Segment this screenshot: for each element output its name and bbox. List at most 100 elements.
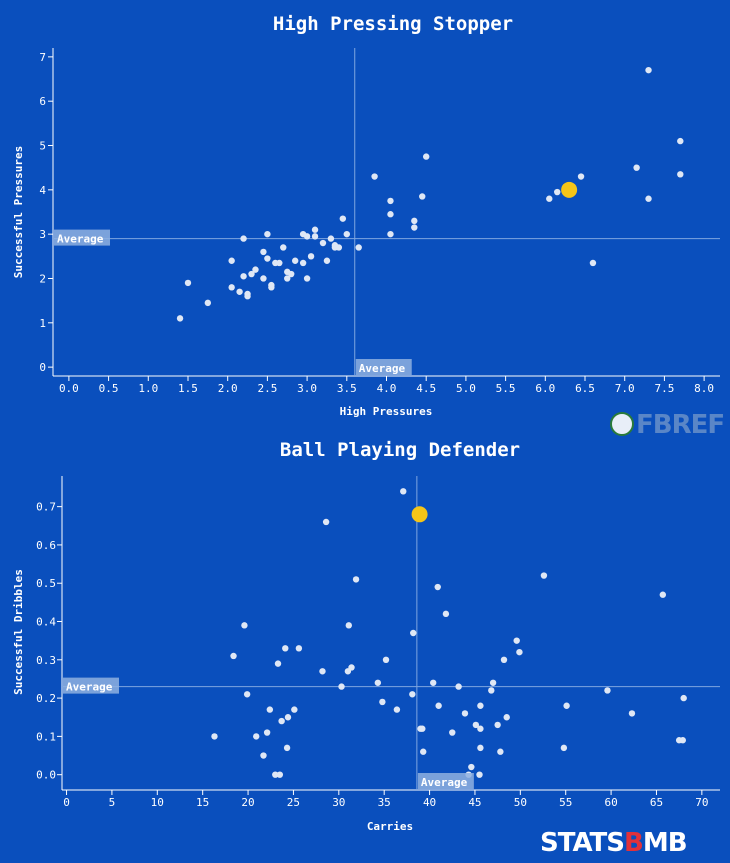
data-point	[291, 257, 299, 264]
x-tick-label: 60	[604, 796, 617, 809]
y-axis-label: Successful Pressures	[12, 146, 25, 278]
data-point	[276, 771, 284, 778]
x-tick-label: 3.0	[297, 382, 317, 395]
x-tick-label: 5.5	[496, 382, 516, 395]
x-tick-label: 50	[514, 796, 527, 809]
data-point	[430, 679, 437, 686]
x-tick-label: 4.0	[377, 382, 397, 395]
statsbomb-logo-text-1: STATS	[540, 828, 625, 858]
data-point	[322, 518, 330, 526]
x-tick-label: 1.5	[178, 382, 198, 395]
data-point	[442, 610, 450, 618]
data-point	[419, 725, 426, 732]
data-point	[409, 691, 416, 698]
data-point	[252, 266, 259, 273]
x-axis-label: High Pressures	[340, 405, 433, 418]
statsbomb-logo: STATSBMB	[540, 828, 688, 858]
data-point	[335, 244, 343, 251]
data-point	[236, 288, 243, 295]
x-tick-label: 45	[468, 796, 481, 809]
data-point	[278, 717, 285, 725]
x-tick-label: 6.5	[575, 382, 595, 395]
data-point	[288, 270, 295, 278]
data-point	[284, 275, 291, 282]
soccer-ball-icon	[610, 412, 634, 436]
data-point	[284, 714, 292, 721]
data-point	[387, 197, 394, 205]
data-point	[677, 137, 684, 145]
y-tick-label: 7	[39, 51, 46, 64]
data-point	[455, 683, 462, 690]
data-point	[352, 576, 360, 583]
data-point	[461, 710, 469, 717]
x-tick-label: 20	[241, 796, 254, 809]
data-point	[241, 622, 248, 629]
y-tick-label: 0.5	[36, 577, 56, 590]
data-point	[176, 315, 184, 322]
data-point	[419, 193, 426, 200]
y-tick-label: 0.6	[36, 539, 56, 552]
x-tick-label: 25	[287, 796, 300, 809]
data-point	[645, 66, 652, 74]
x-tick-label: 7.0	[615, 382, 635, 395]
data-point	[260, 275, 267, 282]
fbref-logo-text: FBREF	[636, 410, 725, 440]
x-tick-label: 2.5	[257, 382, 277, 395]
data-point	[382, 656, 390, 664]
fbref-logo: FBREF	[610, 410, 725, 440]
data-point	[374, 679, 382, 686]
statsbomb-logo-text-3: MB	[642, 828, 688, 858]
data-point	[420, 748, 427, 755]
data-point	[546, 195, 553, 202]
data-point	[677, 171, 684, 178]
data-point	[371, 173, 378, 180]
chart-title: Ball Playing Defender	[280, 439, 520, 461]
data-point	[266, 706, 274, 713]
average-y-label-box	[63, 677, 119, 694]
data-point	[303, 275, 311, 282]
data-point	[244, 290, 251, 298]
data-point	[282, 645, 289, 652]
highlight-point	[561, 181, 578, 198]
data-point	[343, 230, 350, 238]
data-point	[243, 691, 251, 698]
x-tick-label: 0.5	[99, 382, 119, 395]
chart-high-pressing-stopper: High Pressing Stopper High Pressures Suc…	[12, 13, 720, 418]
data-point	[230, 652, 237, 660]
y-tick-label: 5	[39, 140, 46, 153]
x-tick-label: 4.5	[416, 382, 436, 395]
x-tick-label: 3.5	[337, 382, 357, 395]
data-point	[423, 153, 430, 160]
y-tick-label: 0.4	[36, 616, 56, 629]
x-tick-label: 15	[196, 796, 209, 809]
x-tick-label: 35	[378, 796, 391, 809]
data-point	[327, 235, 335, 242]
data-point	[645, 195, 652, 202]
average-x-label: Average	[421, 776, 468, 789]
x-tick-label: 10	[151, 796, 164, 809]
data-point	[319, 668, 326, 675]
data-point	[291, 706, 298, 713]
data-point	[319, 239, 327, 247]
data-point	[228, 284, 235, 291]
data-point	[560, 744, 568, 752]
y-tick-label: 0.1	[36, 730, 56, 743]
x-tick-label: 55	[559, 796, 572, 809]
data-point	[268, 281, 275, 289]
data-point	[307, 253, 315, 260]
data-point	[497, 748, 504, 755]
data-point	[311, 233, 319, 240]
data-point	[494, 721, 501, 729]
data-point	[379, 698, 386, 706]
data-point	[589, 259, 597, 267]
data-point	[228, 257, 235, 264]
statsbomb-logo-text-2: B	[624, 828, 644, 858]
data-point	[338, 683, 345, 690]
data-point	[240, 273, 247, 280]
data-point	[299, 259, 307, 267]
data-point	[500, 656, 508, 664]
y-tick-label: 3	[39, 228, 46, 241]
y-tick-label: 0.3	[36, 654, 56, 667]
x-tick-label: 65	[650, 796, 663, 809]
